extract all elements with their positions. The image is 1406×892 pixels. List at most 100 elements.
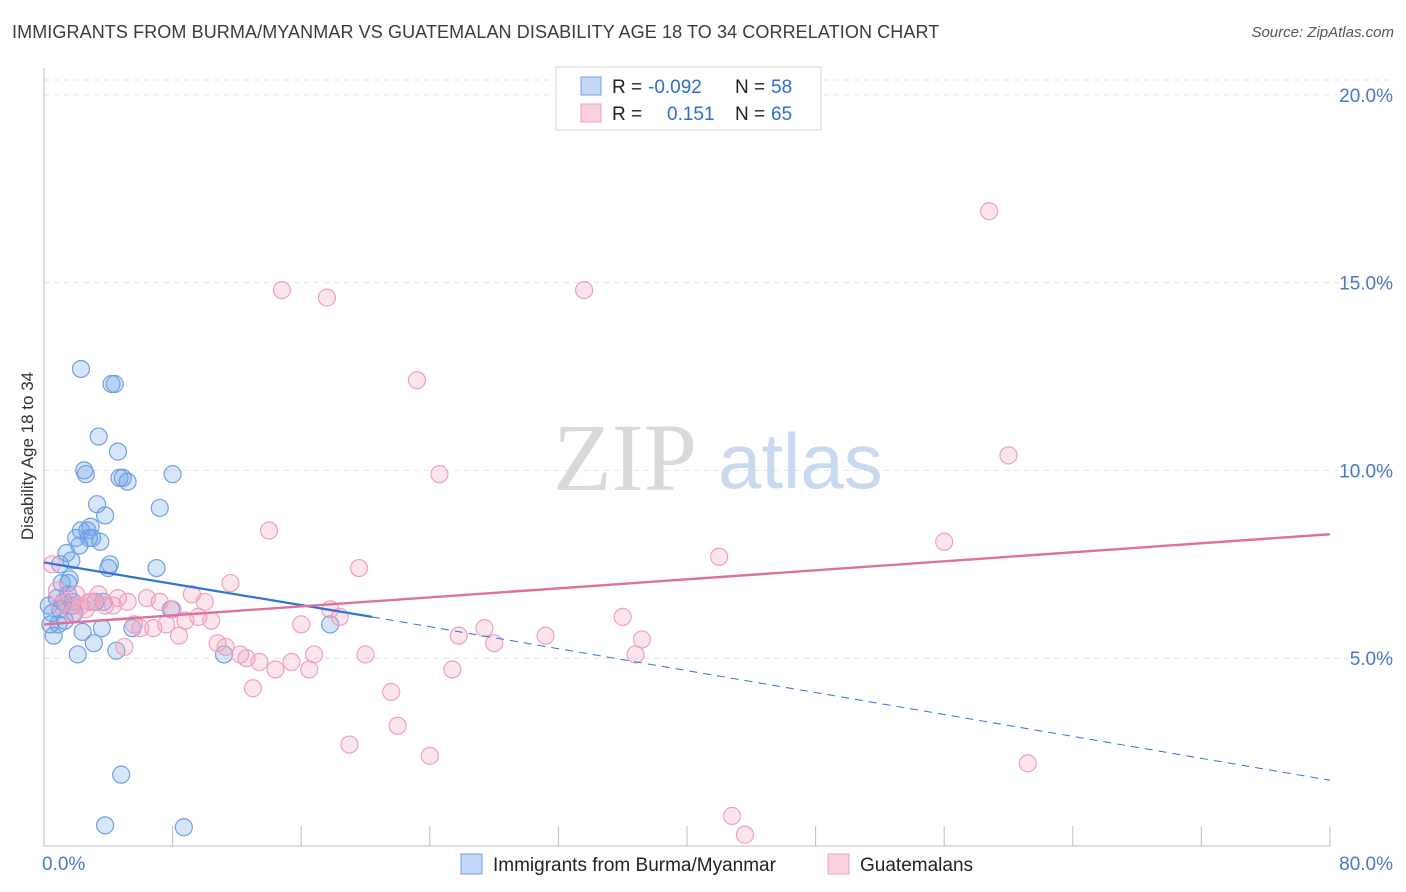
legend-r-value-burma: -0.092 bbox=[648, 77, 702, 98]
legend-r-value-guatemalans: 0.151 bbox=[667, 104, 715, 125]
burma-trend-solid bbox=[43, 561, 373, 618]
burma-point-43 bbox=[118, 472, 137, 491]
burma-point-16 bbox=[68, 645, 87, 664]
guatemalan-point-1 bbox=[47, 581, 66, 600]
guatemalan-point-extra-0 bbox=[935, 532, 954, 551]
y-tick-label-0: 5.0% bbox=[1350, 649, 1393, 670]
burma-point-37 bbox=[105, 374, 124, 394]
burma-point-19 bbox=[73, 622, 92, 642]
x-tick-label-1: 80.0% bbox=[1339, 854, 1393, 875]
burma-point-44 bbox=[95, 816, 115, 835]
legend-n-label-guatemalans: N = bbox=[735, 104, 765, 125]
gridlines bbox=[44, 79, 1392, 659]
guatemalan-point-40 bbox=[292, 615, 311, 634]
series-legend-label-burma: Immigrants from Burma/Myanmar bbox=[493, 855, 777, 876]
burma-point-56 bbox=[321, 615, 340, 634]
guatemalan-point-37 bbox=[266, 660, 285, 679]
legend-r-label-burma: R = bbox=[612, 77, 642, 98]
guatemalan-point-28 bbox=[202, 611, 221, 630]
guatemalan-point-30 bbox=[216, 637, 235, 657]
legend-n-label-burma: N = bbox=[735, 77, 765, 98]
burma-point-55 bbox=[214, 645, 234, 664]
guatemalan-point-39 bbox=[282, 652, 301, 672]
guatemalan-point-59 bbox=[575, 280, 594, 300]
guatemalan-point-35 bbox=[250, 652, 269, 672]
burma-point-29 bbox=[89, 427, 108, 446]
guatemalan-point-38 bbox=[272, 280, 292, 300]
burma-point-12 bbox=[62, 551, 81, 570]
series-legend-label-guatemalans: Guatemalans bbox=[860, 855, 973, 876]
guatemalan-point-55 bbox=[449, 626, 468, 645]
guatemalan-point-10 bbox=[89, 585, 108, 604]
guatemalan-point-23 bbox=[169, 626, 189, 645]
guatemalan-point-51 bbox=[407, 371, 427, 390]
y-tick-label-1: 10.0% bbox=[1339, 461, 1393, 482]
watermark-zip: ZIP bbox=[553, 404, 697, 511]
guatemalan-point-extra-3 bbox=[1018, 754, 1037, 773]
guatemalan-point-60 bbox=[613, 607, 632, 626]
legend-n-value-guatemalans: 65 bbox=[771, 104, 792, 125]
guatemalan-point-62 bbox=[632, 630, 652, 649]
legend-swatch-burma bbox=[580, 76, 602, 96]
series-legend-swatch-burma bbox=[460, 853, 483, 875]
y-axis-label: Disability Age 18 to 34 bbox=[18, 372, 37, 540]
burma-point-31 bbox=[92, 619, 111, 638]
series-legend: Immigrants from Burma/Myanmar Guatemalan… bbox=[460, 853, 973, 876]
y-tick-label-3: 20.0% bbox=[1339, 86, 1393, 107]
data-points bbox=[39, 202, 1037, 844]
guatemalan-point-46 bbox=[340, 735, 359, 754]
guatemalan-point-extra-1 bbox=[980, 202, 999, 221]
guatemalan-point-61 bbox=[626, 645, 645, 664]
guatemalan-point-58 bbox=[536, 626, 555, 645]
guatemalan-point-13 bbox=[108, 588, 128, 608]
guatemalan-point-22 bbox=[163, 600, 182, 619]
burma-point-47 bbox=[150, 498, 169, 518]
guatemalan-point-52 bbox=[420, 746, 439, 765]
guatemalan-point-27 bbox=[195, 592, 214, 611]
guatemalan-point-57 bbox=[485, 634, 504, 653]
burma-point-26 bbox=[84, 634, 103, 653]
guatemalan-point-extra-2 bbox=[999, 446, 1018, 465]
trend-lines bbox=[43, 533, 1331, 781]
guatemalan-point-56 bbox=[475, 619, 494, 638]
series-legend-swatch-guatemalans bbox=[827, 853, 850, 875]
burma-point-2 bbox=[44, 626, 63, 645]
guatemalan-point-extra-4 bbox=[735, 825, 754, 844]
guatemalan-point-54 bbox=[443, 660, 462, 679]
x-tick-label-0: 0.0% bbox=[42, 854, 85, 875]
burma-point-35 bbox=[100, 555, 120, 574]
legend-n-value-burma: 58 bbox=[771, 77, 792, 98]
watermark-atlas: atlas bbox=[718, 417, 883, 505]
guatemalan-point-17 bbox=[131, 619, 150, 638]
burma-point-21 bbox=[76, 465, 95, 484]
tick-labels: 5.0% 10.0% 15.0% 20.0% 0.0% 80.0% bbox=[42, 86, 1393, 875]
guatemalan-point-36 bbox=[259, 521, 279, 540]
burma-point-41 bbox=[112, 765, 131, 784]
guatemalan-point-31 bbox=[221, 573, 240, 593]
watermark: ZIP atlas bbox=[553, 404, 883, 511]
chart-source: Source: ZipAtlas.com bbox=[1251, 24, 1394, 41]
axes bbox=[43, 68, 1331, 847]
guatemalan-point-42 bbox=[304, 645, 324, 664]
guatemalan-point-43 bbox=[317, 288, 337, 307]
burma-point-30 bbox=[91, 532, 110, 551]
guatemalan-trend bbox=[43, 533, 1331, 626]
burma-point-33 bbox=[95, 506, 115, 525]
guatemalan-point-48 bbox=[356, 645, 375, 664]
burma-point-24 bbox=[81, 517, 100, 536]
chart-title: IMMIGRANTS FROM BURMA/MYANMAR VS GUATEMA… bbox=[12, 22, 940, 42]
burma-point-39 bbox=[108, 442, 128, 461]
guatemalan-point-49 bbox=[382, 682, 401, 702]
guatemalan-point-64 bbox=[722, 806, 742, 826]
guatemalan-point-15 bbox=[118, 592, 137, 611]
guatemalan-point-50 bbox=[388, 716, 407, 735]
burma-point-46 bbox=[147, 558, 166, 578]
legend-swatch-guatemalans bbox=[580, 103, 602, 123]
legend-r-label-guatemalans: R = bbox=[612, 104, 642, 125]
guatemalan-point-53 bbox=[430, 465, 449, 484]
guatemalan-point-63 bbox=[710, 547, 729, 566]
burma-point-49 bbox=[174, 818, 193, 837]
guatemalan-point-47 bbox=[349, 558, 369, 578]
burma-point-48 bbox=[163, 465, 182, 484]
